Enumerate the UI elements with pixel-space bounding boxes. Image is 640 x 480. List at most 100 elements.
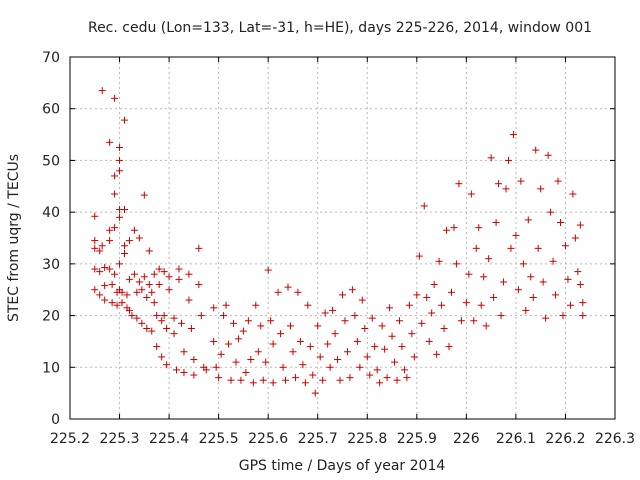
data-point [130, 226, 138, 234]
data-point [106, 226, 114, 234]
data-point [430, 281, 438, 289]
data-point [514, 286, 522, 294]
data-point [225, 340, 233, 348]
data-point [358, 296, 366, 304]
x-tick-label: 225.5 [199, 431, 239, 447]
data-point [383, 374, 391, 382]
data-point [286, 322, 294, 330]
data-point [554, 177, 562, 185]
data-point [425, 337, 433, 345]
x-tick-label: 226 [453, 431, 480, 447]
data-point [574, 268, 582, 276]
data-point [210, 337, 218, 345]
data-point [376, 379, 384, 387]
data-point [472, 244, 480, 252]
data-point [128, 312, 136, 320]
data-point [304, 301, 312, 309]
data-point [140, 191, 148, 199]
data-point [559, 312, 567, 320]
data-point [197, 312, 205, 320]
data-point [443, 226, 451, 234]
y-tick-label: 10 [42, 360, 60, 376]
data-point [291, 374, 299, 382]
data-point [316, 353, 324, 361]
data-point [262, 358, 270, 366]
data-point [138, 319, 146, 327]
data-point [163, 361, 171, 369]
data-point [351, 312, 359, 320]
data-point [331, 330, 339, 338]
data-point [294, 288, 302, 296]
data-point [242, 368, 250, 376]
data-point [346, 374, 354, 382]
data-point [334, 356, 342, 364]
data-point [106, 138, 114, 146]
data-point [482, 322, 490, 330]
data-point [155, 265, 163, 273]
data-point [190, 371, 198, 379]
data-point [135, 278, 143, 286]
data-point [180, 348, 188, 356]
data-point [576, 221, 584, 229]
data-point [490, 293, 498, 301]
data-point [480, 273, 488, 281]
data-point [202, 366, 210, 374]
data-point [368, 314, 376, 322]
data-point [448, 288, 455, 296]
data-point [420, 202, 428, 210]
data-point [116, 213, 124, 221]
data-point [187, 325, 195, 332]
data-point [378, 322, 386, 330]
data-point [98, 242, 106, 250]
data-point [111, 94, 119, 102]
data-point [438, 301, 446, 309]
data-point [544, 151, 552, 159]
data-point [529, 293, 537, 301]
data-point [123, 291, 131, 299]
data-point [153, 343, 161, 351]
data-point [277, 330, 285, 338]
data-point [210, 304, 218, 312]
data-point [96, 268, 104, 276]
data-point [279, 363, 287, 371]
data-point [158, 353, 166, 361]
x-tick-label: 225.3 [99, 431, 139, 447]
x-axis-ticks: 225.2 225.3 225.4 225.5 225.6 225.7 225.8 225.9… [50, 57, 635, 447]
data-point [269, 340, 277, 348]
data-points [91, 87, 587, 397]
data-point [234, 335, 242, 343]
data-point [111, 224, 119, 232]
data-point [222, 301, 230, 309]
data-point [477, 301, 485, 309]
data-point [579, 312, 587, 320]
data-point [395, 317, 403, 325]
data-point [121, 250, 128, 258]
plot-frame [69, 56, 616, 420]
data-point [140, 273, 148, 281]
data-point [418, 319, 426, 327]
y-tick-label: 30 [42, 257, 60, 273]
data-point [539, 278, 547, 286]
data-point [309, 371, 317, 379]
data-point [113, 301, 121, 309]
data-point [571, 234, 579, 242]
data-point [185, 270, 193, 278]
x-tick-label: 225.8 [347, 431, 387, 447]
data-point [413, 291, 421, 299]
data-point [190, 356, 198, 364]
data-point [116, 144, 124, 151]
data-point [467, 190, 475, 198]
data-point [363, 353, 371, 361]
data-point [173, 366, 181, 374]
x-tick-label: 225.9 [397, 431, 437, 447]
data-point [512, 231, 520, 239]
data-point [440, 325, 448, 332]
data-point [125, 306, 133, 314]
data-point [91, 237, 99, 245]
grid-lines [70, 57, 615, 419]
data-point [118, 288, 126, 296]
data-point [373, 366, 381, 374]
chart-title: Rec. cedu (Lon=133, Lat=-31, h=HE), days… [88, 20, 592, 36]
data-point [452, 260, 460, 268]
data-point [133, 288, 141, 296]
